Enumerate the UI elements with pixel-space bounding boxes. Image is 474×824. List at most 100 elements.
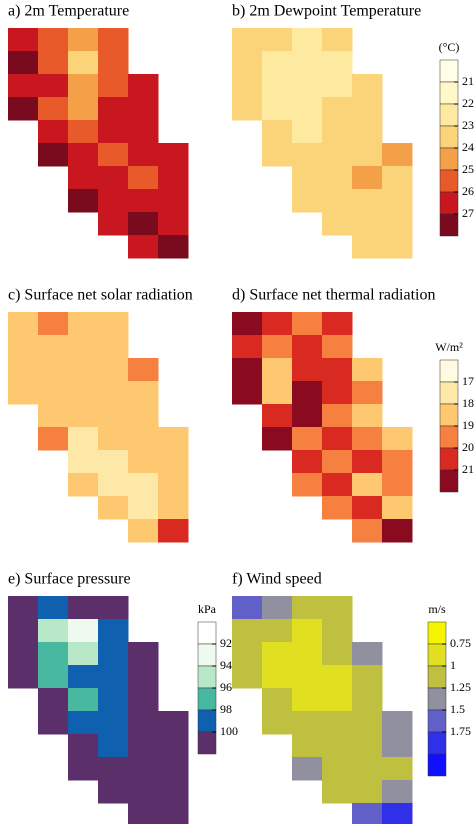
grid-cell	[322, 51, 353, 75]
grid-cell	[262, 120, 293, 144]
grid-cell	[292, 335, 323, 359]
grid-cell	[158, 803, 189, 824]
grid-cell	[68, 381, 99, 405]
grid-cell	[68, 28, 99, 52]
grid-cell	[292, 642, 323, 666]
grid-cell	[292, 189, 323, 213]
grid-cell	[128, 757, 159, 781]
grid-cell	[352, 404, 383, 428]
grid-cell	[292, 619, 323, 643]
grid-cell	[292, 596, 323, 620]
grid-cell	[158, 143, 189, 167]
tick-label: 205	[462, 440, 474, 454]
grid-cell	[38, 619, 69, 643]
grid-cell	[158, 711, 189, 735]
grid-cell	[292, 688, 323, 712]
grid-cell	[38, 596, 69, 620]
tick-label: 215	[462, 462, 474, 476]
grid-cell	[128, 803, 159, 824]
color-swatch	[427, 709, 447, 733]
grid-cell	[128, 381, 159, 405]
grid-cell	[352, 642, 383, 666]
grid-cell	[158, 780, 189, 804]
color-swatch	[197, 621, 217, 645]
tick-label: 96	[220, 680, 232, 694]
grid-cell	[352, 665, 383, 689]
grid-cell	[292, 143, 323, 167]
tick-label: 1	[450, 658, 456, 672]
grid-cell	[382, 427, 413, 451]
grid-cell	[128, 642, 159, 666]
grid-cell	[322, 427, 353, 451]
grid-cell	[322, 711, 353, 735]
grid-cell	[292, 51, 323, 75]
tick-label: 1.75	[450, 724, 471, 738]
grid-cell	[352, 120, 383, 144]
grid-cell	[98, 619, 129, 643]
grid-cell	[38, 427, 69, 451]
grid-cell	[98, 143, 129, 167]
grid-cell	[262, 427, 293, 451]
colorbar-unit: W/m²	[435, 340, 463, 354]
color-swatch	[439, 403, 459, 427]
grid-cell	[322, 212, 353, 236]
grid-cell	[382, 450, 413, 474]
grid-cell	[322, 665, 353, 689]
grid-cell	[322, 596, 353, 620]
grid-cell	[262, 97, 293, 121]
grid-cell	[262, 404, 293, 428]
grid-cell	[68, 711, 99, 735]
grid-cell	[128, 496, 159, 520]
grid-cell	[8, 28, 39, 52]
grid-cell	[232, 619, 263, 643]
grid-cell	[158, 519, 189, 543]
grid-cell	[262, 312, 293, 336]
grid-cell	[262, 335, 293, 359]
grid-cell	[68, 312, 99, 336]
grid-cell	[382, 803, 413, 824]
panel-title: e) Surface pressure	[8, 571, 131, 588]
grid-cell	[128, 143, 159, 167]
grid-cell	[322, 189, 353, 213]
grid-cell	[8, 51, 39, 75]
grid-cell	[8, 596, 39, 620]
tick-label: 25	[462, 162, 474, 176]
grid-cell	[352, 734, 383, 758]
grid-cell	[262, 596, 293, 620]
grid-cell	[158, 757, 189, 781]
grid-cell	[8, 665, 39, 689]
grid-cell	[158, 734, 189, 758]
grid-cell	[68, 74, 99, 98]
grid-cell	[38, 381, 69, 405]
grid-cell	[382, 780, 413, 804]
grid-cell	[232, 596, 263, 620]
grid-cell	[68, 166, 99, 190]
grid-cell	[158, 189, 189, 213]
grid-cell	[128, 473, 159, 497]
grid-cell	[98, 734, 129, 758]
grid-cell	[262, 381, 293, 405]
grid-cell	[68, 143, 99, 167]
color-swatch	[439, 447, 459, 471]
tick-label: 21	[462, 74, 474, 88]
grid-cell	[352, 212, 383, 236]
color-swatch	[439, 191, 459, 215]
grid-cell	[382, 473, 413, 497]
grid-cell	[232, 312, 263, 336]
grid-cell	[262, 688, 293, 712]
grid-cell	[262, 51, 293, 75]
grid-cell	[262, 619, 293, 643]
grid-cell	[68, 642, 99, 666]
grid-cell	[8, 74, 39, 98]
grid-cell	[232, 97, 263, 121]
grid-cell	[322, 143, 353, 167]
grid-cell	[262, 143, 293, 167]
grid-cell	[98, 212, 129, 236]
tick-label: 175	[462, 374, 474, 388]
grid-cell	[292, 381, 323, 405]
tick-label: 1.5	[450, 702, 465, 716]
grid-cell	[262, 74, 293, 98]
grid-cell	[68, 120, 99, 144]
grid-cell	[292, 450, 323, 474]
